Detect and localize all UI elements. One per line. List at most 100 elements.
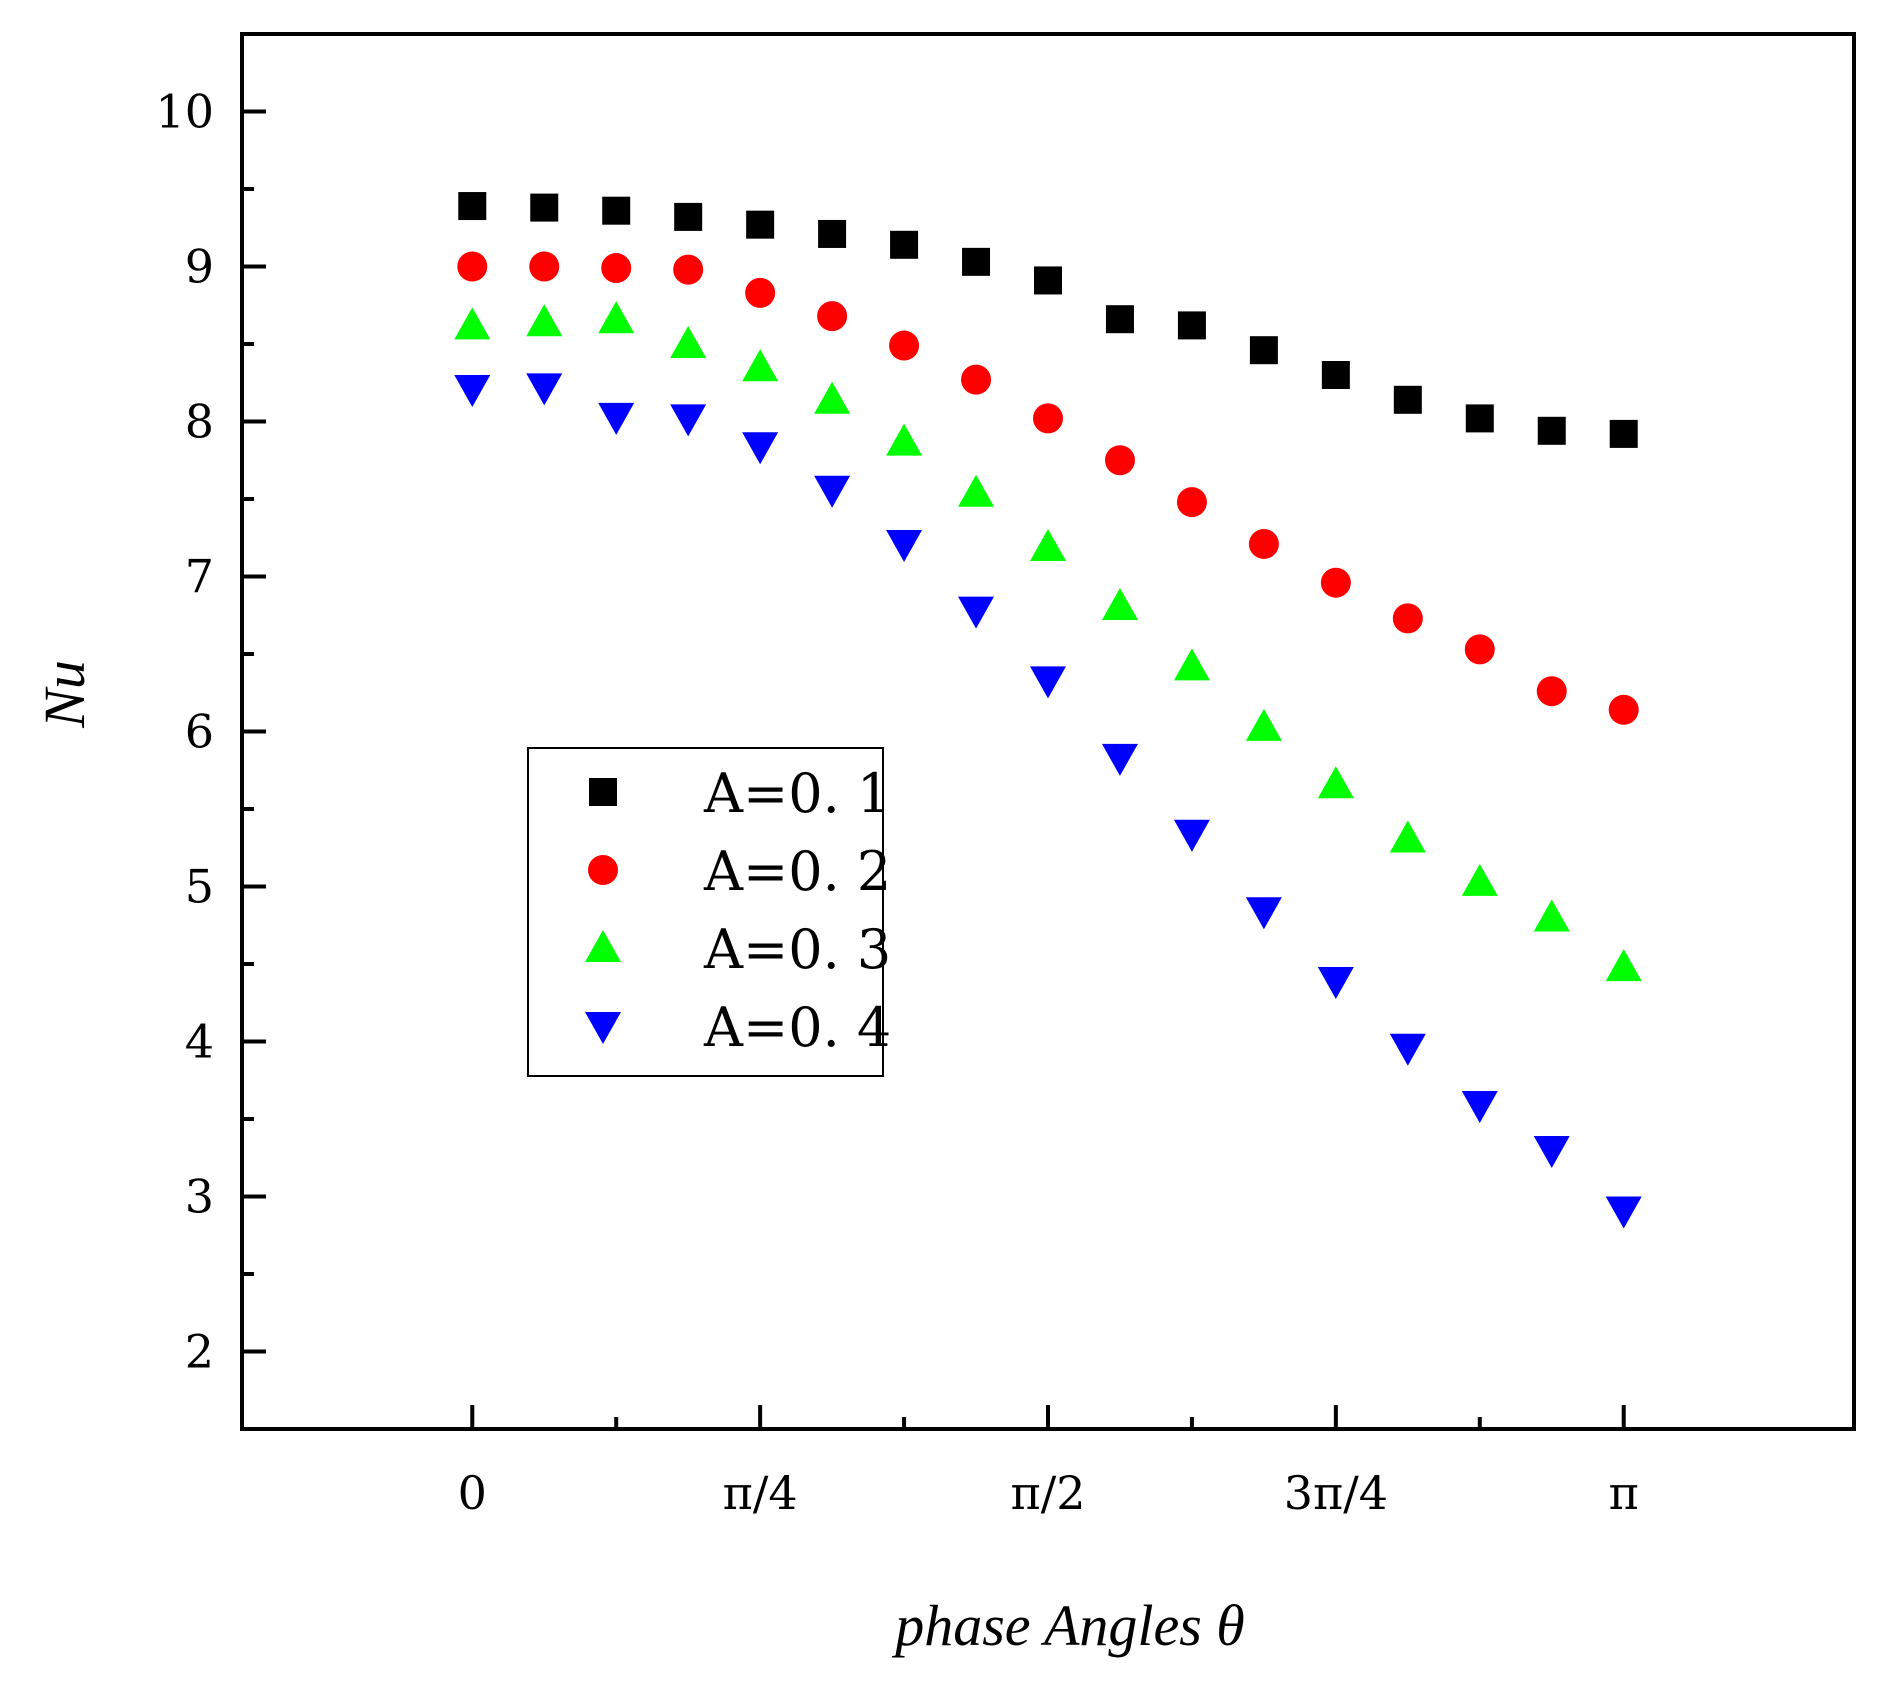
data-point [457,251,488,282]
y-tick-label: 7 [185,550,214,604]
data-point [745,277,776,308]
data-point [1605,1196,1642,1229]
data-point [670,326,707,358]
data-point [1245,708,1282,741]
data-point [670,404,707,437]
data-point [1245,897,1282,930]
data-point [886,423,923,456]
data-point [598,301,635,334]
x-tick-label: 0 [458,1466,487,1520]
data-point [1536,676,1567,707]
data-point [526,304,563,337]
legend-marker [585,930,621,962]
data-point [742,432,779,465]
data-point [961,364,992,395]
data-point [1608,694,1639,725]
data-point [1173,819,1210,852]
data-point [598,402,635,435]
legend-label: A=0. 1 [703,762,891,825]
legend-label: A=0. 4 [703,996,891,1059]
data-point [1464,634,1495,665]
data-point [1533,1136,1570,1168]
data-point [962,247,991,276]
data-point [1104,445,1135,476]
data-point [958,474,995,507]
data-point [458,192,487,221]
data-point [1389,820,1426,853]
data-point [530,193,559,222]
data-point [1249,336,1278,365]
y-tick-label: 8 [185,395,214,449]
y-axis-ticks: 2 3 4 5 6 7 8 9 10 [155,85,266,1379]
y-tick-label: 5 [185,860,214,914]
y-tick-label: 9 [185,240,214,294]
data-point [890,230,919,259]
y-tick-label: 6 [185,705,214,759]
y-tick-label: 3 [185,1170,214,1224]
data-point [529,251,560,282]
data-point [1609,419,1638,448]
legend-label: A=0. 3 [703,918,891,981]
data-point [602,196,631,225]
data-point [814,381,851,414]
data-point [1389,1033,1426,1066]
data-point [814,475,851,508]
y-tick-label: 10 [155,85,214,139]
data-point [817,301,848,332]
data-point [1537,416,1566,445]
data-point [1317,766,1354,799]
data-point [526,373,563,406]
data-point [742,349,779,382]
data-point [958,596,995,629]
series-4 [454,373,1642,1229]
series-2 [457,251,1639,725]
y-tick-label: 2 [185,1325,214,1379]
series-3 [454,301,1642,982]
plot-frame [240,32,1856,1431]
data-point [1320,567,1351,598]
legend-label: A=0. 2 [703,840,891,903]
legend-marker [589,778,617,806]
x-tick-label: π [1609,1466,1639,1520]
data-point [1248,528,1279,559]
data-point [674,202,703,231]
data-point [673,254,704,285]
data-point [1461,863,1498,896]
data-points [454,192,1642,1229]
data-point [1176,487,1207,518]
data-point [886,529,923,562]
data-point [1034,266,1062,295]
x-tick-label: π/2 [1011,1466,1086,1520]
legend-marker [588,855,618,885]
data-point [1177,311,1206,340]
legend-marker [585,1012,621,1044]
legend: A=0. 1 A=0. 2 A=0. 3 A=0. 4 [527,747,891,1077]
x-tick-label: 3π/4 [1284,1466,1388,1520]
data-point [1105,305,1134,334]
data-point [1101,743,1138,776]
data-point [1465,404,1494,433]
data-point [1033,403,1063,434]
data-point [1101,587,1138,620]
x-axis-ticks: 0 π/4 π/2 3π/4 π [458,1405,1639,1520]
data-point [1030,529,1066,562]
data-point [1393,385,1422,414]
data-point [818,219,847,248]
x-axis-title: phase Angles θ [891,1593,1245,1658]
series-1 [458,192,1638,448]
data-point [454,374,491,407]
data-point [889,330,920,361]
data-point [1317,967,1354,1000]
x-tick-label: π/4 [723,1466,798,1520]
data-point [1461,1091,1498,1124]
data-point [1321,361,1350,389]
data-point [1533,899,1570,932]
data-point [746,210,775,239]
legend-box [527,747,884,1077]
data-point [1030,666,1066,699]
data-point [1605,949,1642,982]
data-point [1173,648,1210,681]
data-point [454,307,491,340]
y-axis-title: Nu [32,660,97,729]
